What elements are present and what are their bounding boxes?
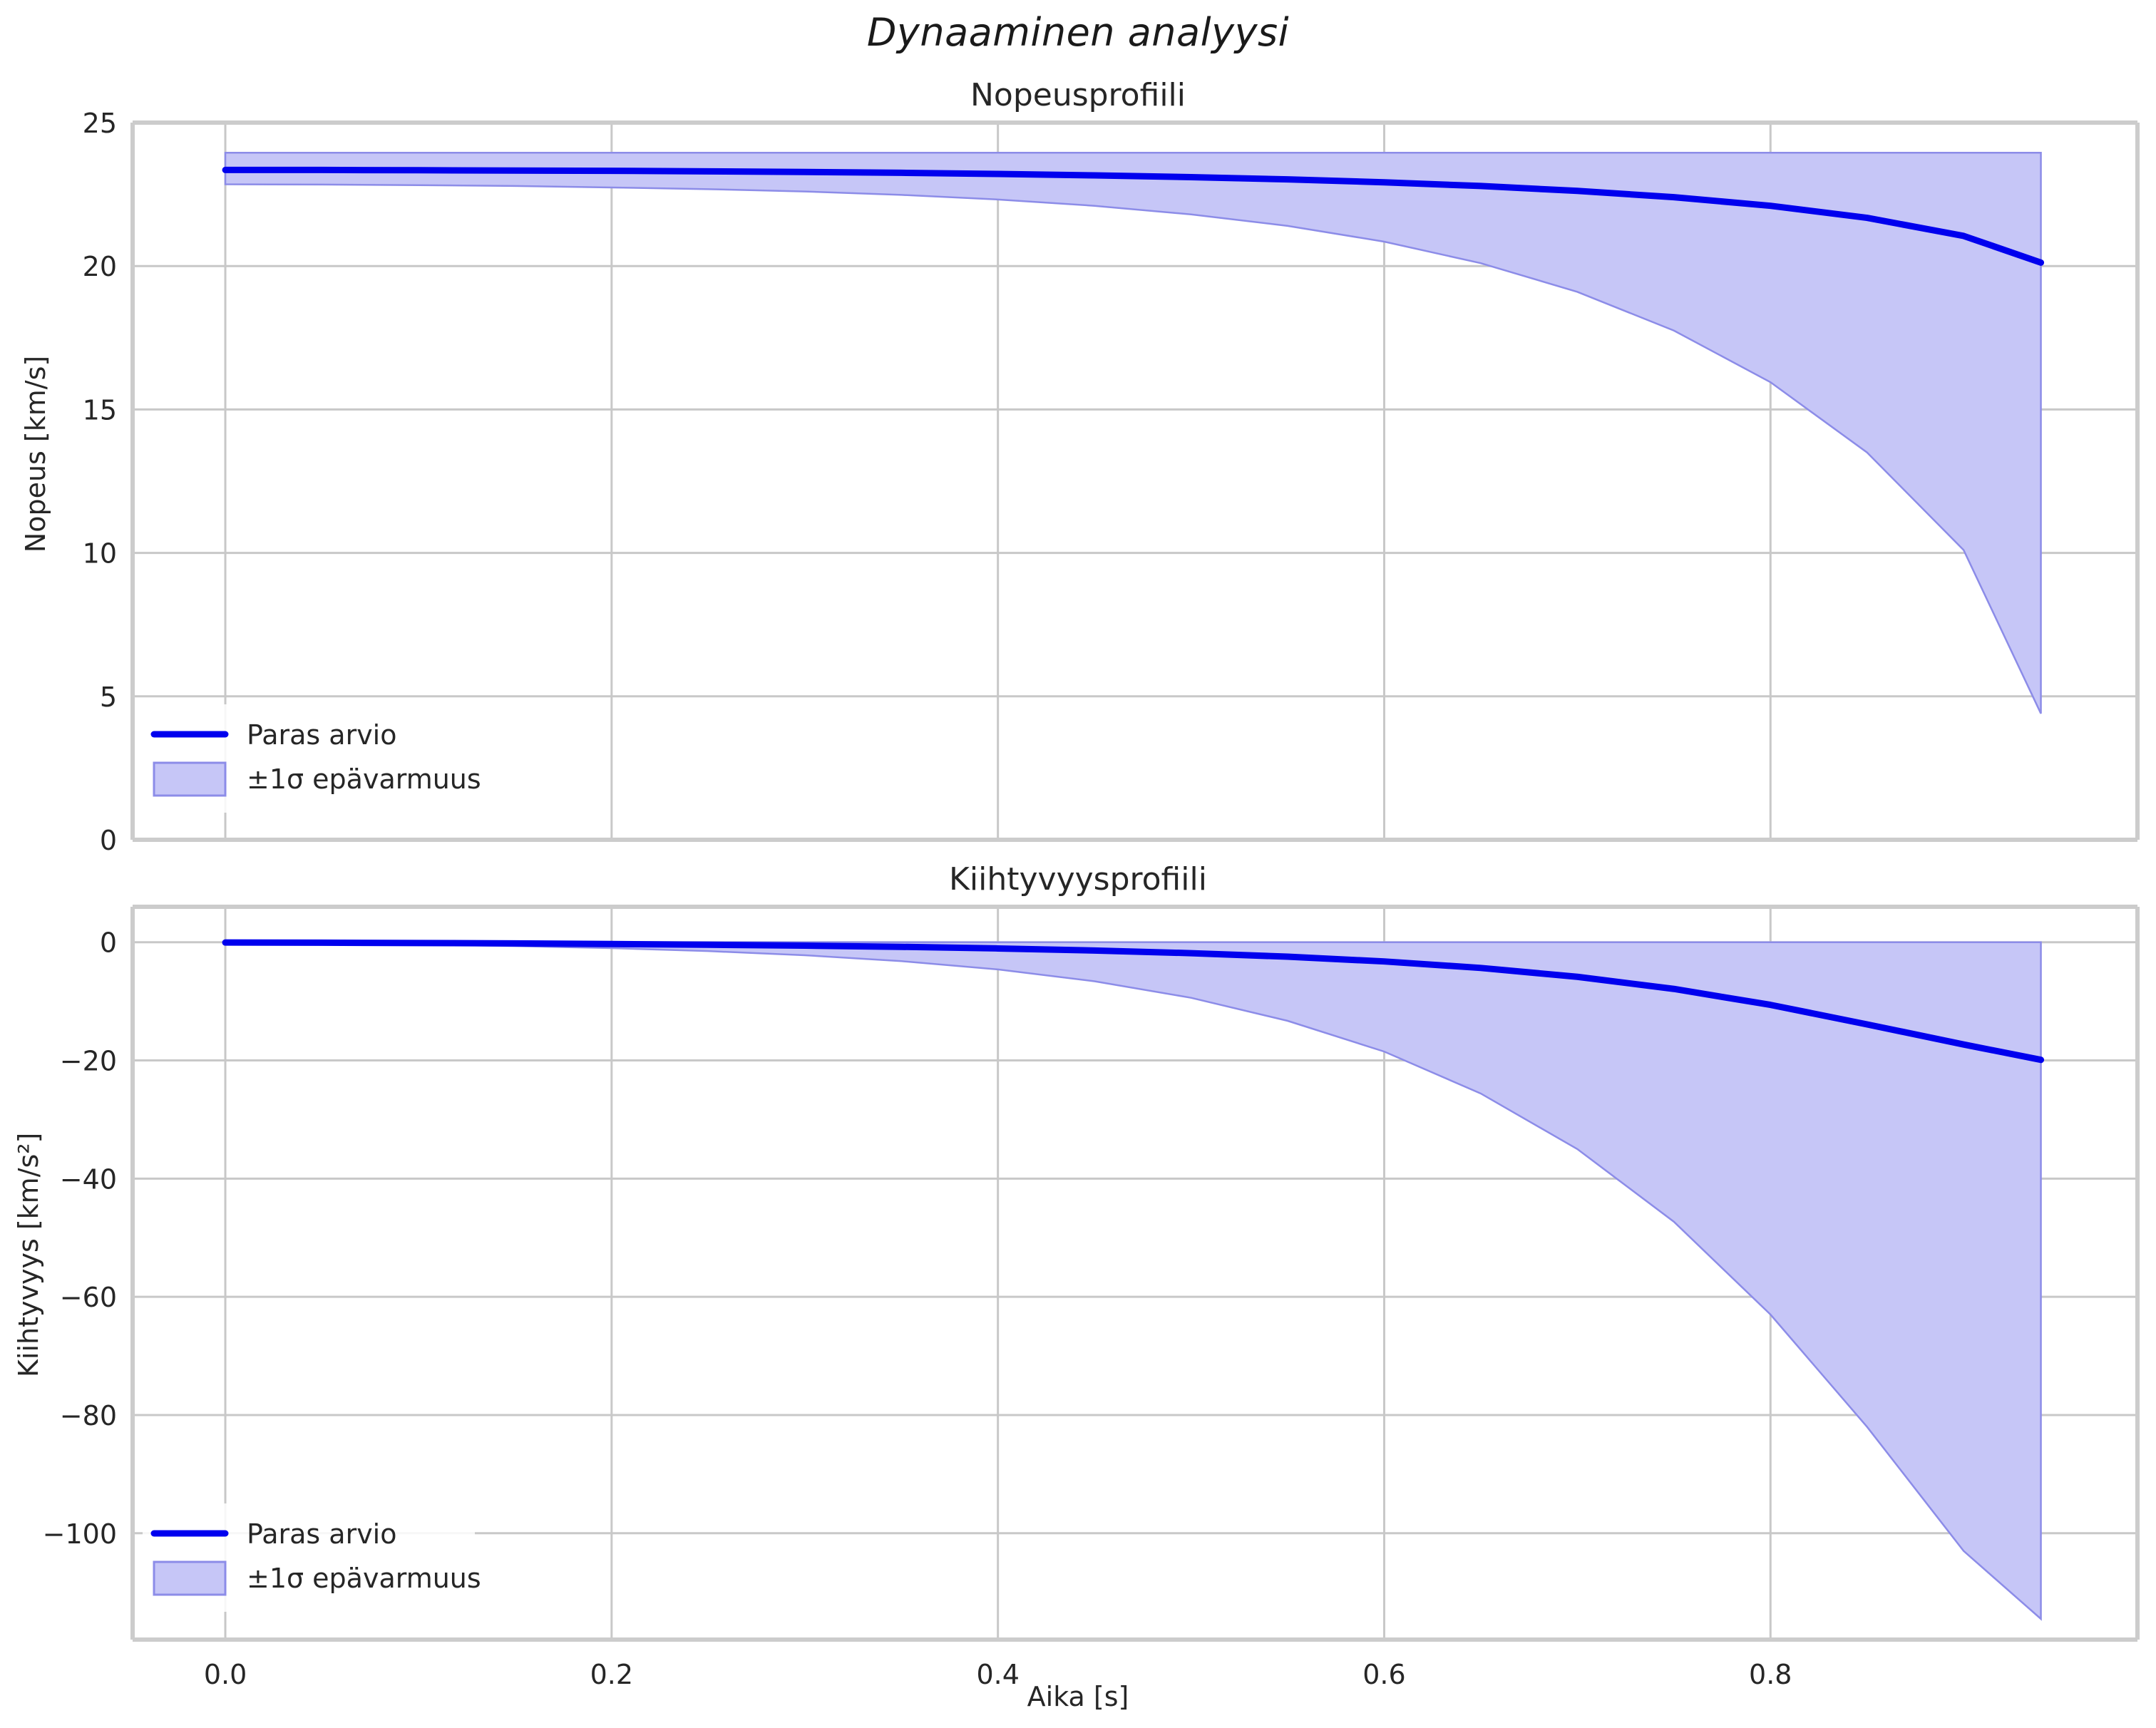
figure-suptitle: Dynaaminen analyysi bbox=[866, 10, 1290, 55]
uncertainty-band bbox=[224, 152, 2042, 714]
x-tick-label: 0.8 bbox=[1749, 1659, 1792, 1690]
y-tick-label: −80 bbox=[60, 1400, 117, 1431]
legend: Paras arvio ±1σ epävarmuus bbox=[143, 1503, 481, 1612]
y-tick-label: −60 bbox=[60, 1282, 117, 1313]
y-tick-label: 10 bbox=[83, 538, 117, 570]
best-estimate-line bbox=[222, 939, 2045, 1064]
data-layer bbox=[222, 152, 2045, 714]
y-tick-label: 0 bbox=[100, 825, 117, 856]
x-tick-label: 0.4 bbox=[976, 1659, 1019, 1690]
x-tick-label: 0.6 bbox=[1362, 1659, 1405, 1690]
y-tick-label: 15 bbox=[83, 394, 117, 426]
y-tick-label: 0 bbox=[100, 927, 117, 959]
legend-label-best-estimate: Paras arvio bbox=[247, 1518, 396, 1550]
subplot-title-velocity: Nopeusprofiili bbox=[970, 77, 1186, 113]
best-estimate-line bbox=[222, 166, 2045, 266]
legend-band-swatch bbox=[153, 761, 227, 797]
subplot-kiihtyvyysprofiili: 0 −20 −40 −60 −80 −100 0.0 0.2 0.4 0.6 0.8 Paras ar… bbox=[43, 905, 2140, 1690]
subplot-title-acceleration: Kiihtyvyysprofiili bbox=[949, 861, 1207, 898]
y-tick-label: 25 bbox=[83, 108, 117, 139]
legend: Paras arvio ±1σ epävarmuus bbox=[143, 704, 481, 813]
y-tick-label: −100 bbox=[43, 1518, 117, 1550]
x-axis-label: Aika [s] bbox=[1027, 1681, 1129, 1712]
legend-band-swatch bbox=[153, 1560, 227, 1596]
subplot-nopeusprofiili: 0 5 10 15 20 25 Paras arvio ±1σ epävarmuus bbox=[83, 108, 2140, 856]
y-tick-label: 5 bbox=[100, 682, 117, 713]
x-tick-label: 0.0 bbox=[204, 1659, 247, 1690]
y-tick-label: 20 bbox=[83, 251, 117, 282]
y-tick-label: −40 bbox=[60, 1163, 117, 1195]
uncertainty-band bbox=[224, 941, 2042, 1621]
legend-label-uncertainty: ±1σ epävarmuus bbox=[247, 763, 481, 795]
x-tick-label: 0.2 bbox=[590, 1659, 633, 1690]
legend-label-uncertainty: ±1σ epävarmuus bbox=[247, 1563, 481, 1594]
data-layer bbox=[222, 939, 2045, 1621]
legend-label-best-estimate: Paras arvio bbox=[247, 719, 396, 751]
y-tick-label: −20 bbox=[60, 1046, 117, 1077]
